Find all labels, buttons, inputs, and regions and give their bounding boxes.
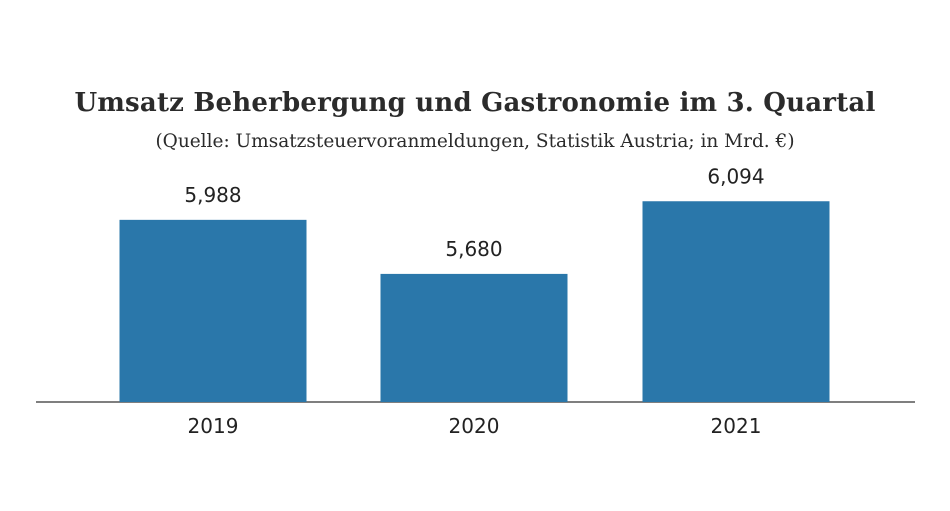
bar-2020 xyxy=(380,273,568,402)
chart-title: Umsatz Beherbergung und Gastronomie im 3… xyxy=(74,88,876,118)
chart-subtitle: (Quelle: Umsatzsteuervoranmeldungen, Sta… xyxy=(155,131,795,152)
value-label-2019: 5,988 xyxy=(184,183,241,207)
value-label-2020: 5,680 xyxy=(445,237,502,261)
bar-2019 xyxy=(119,219,307,402)
bar-2021 xyxy=(642,201,830,402)
x-tick-label-2020: 2020 xyxy=(449,414,500,438)
value-label-2021: 6,094 xyxy=(707,164,764,188)
x-tick-label-2021: 2021 xyxy=(711,414,762,438)
x-tick-label-2019: 2019 xyxy=(188,414,239,438)
